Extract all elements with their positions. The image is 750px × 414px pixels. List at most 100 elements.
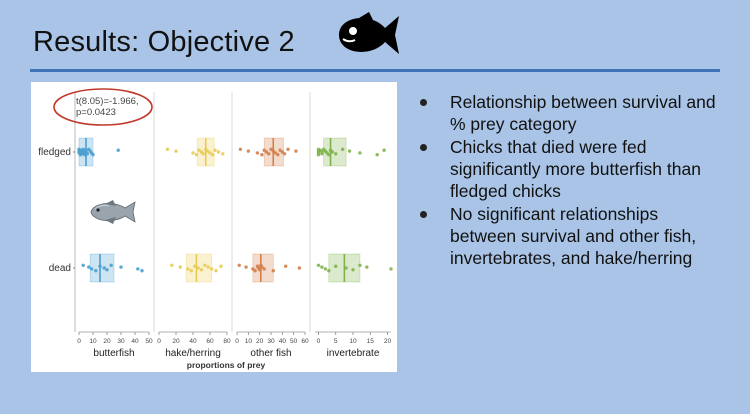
data-point — [389, 267, 393, 271]
box-fledged — [323, 137, 347, 167]
data-point — [213, 148, 217, 152]
category-label: other fish — [250, 348, 291, 359]
data-point — [284, 264, 288, 268]
x-axis-label: proportions of prey — [187, 360, 266, 370]
row-label-fledged: fledged — [38, 147, 71, 158]
stat-annotation-line1: t(8.05)=-1.966, — [76, 96, 139, 107]
data-point — [264, 150, 269, 154]
data-point — [193, 264, 197, 268]
data-point — [320, 265, 324, 269]
data-point — [365, 265, 369, 269]
data-point — [238, 147, 243, 151]
data-point — [323, 267, 328, 271]
category-label: hake/herring — [165, 348, 221, 359]
data-point — [316, 153, 321, 157]
data-point — [197, 148, 201, 152]
x-tick-label: 40 — [279, 338, 287, 345]
data-point — [375, 153, 379, 157]
x-tick-label: 10 — [245, 338, 253, 345]
data-point — [170, 263, 174, 267]
x-tick-label: 20 — [256, 338, 264, 345]
data-point — [316, 263, 321, 267]
data-point — [334, 264, 338, 268]
x-tick-label: 80 — [223, 338, 231, 345]
data-point — [82, 153, 87, 157]
data-point — [327, 153, 331, 157]
panel-other-fish: 0 10 20 30 40 50 60 other fish — [235, 137, 309, 359]
data-point — [320, 152, 324, 156]
data-point — [196, 266, 200, 270]
data-point — [186, 267, 190, 271]
bullet-dot — [420, 99, 427, 106]
x-tick-label: 20 — [384, 338, 392, 345]
data-point — [98, 264, 102, 268]
data-point — [351, 268, 355, 272]
data-point — [257, 268, 262, 272]
data-point — [210, 267, 214, 271]
data-point — [221, 152, 225, 156]
fish-silhouette-icon — [339, 12, 399, 54]
x-tick-label: 10 — [89, 338, 97, 345]
x-tick-label: 30 — [267, 338, 275, 345]
bullet-text: Chicks that died were fed significantly … — [450, 137, 701, 201]
data-point — [194, 153, 199, 157]
bullet-text: Relationship between survival and % prey… — [450, 92, 716, 134]
data-point — [262, 148, 266, 152]
data-point — [253, 269, 257, 273]
data-point — [273, 151, 278, 155]
data-point — [219, 264, 223, 268]
x-tick-label: 50 — [145, 338, 153, 345]
data-point — [201, 152, 205, 156]
x-tick-label: 60 — [301, 338, 309, 345]
data-point — [140, 269, 144, 273]
category-label: butterfish — [93, 348, 134, 359]
data-point — [91, 153, 95, 157]
box-dead — [89, 253, 115, 283]
butterfish-icon — [90, 200, 136, 224]
data-point — [262, 267, 266, 271]
chart-panel: 0 10 20 30 40 50 butterfish 0 20 40 60 80 hake/herri… — [31, 82, 397, 372]
data-point — [358, 151, 362, 155]
slide-title: Results: Objective 2 — [33, 26, 295, 58]
data-point — [109, 263, 113, 267]
data-point — [260, 265, 264, 269]
data-point — [105, 268, 109, 272]
bullet-dot — [420, 144, 427, 151]
category-label: invertebrate — [327, 348, 380, 359]
data-point — [206, 265, 210, 269]
data-point — [208, 151, 212, 155]
data-point — [191, 151, 195, 155]
data-point — [358, 263, 362, 267]
x-tick-label: 5 — [334, 338, 338, 345]
x-tick-label: 0 — [317, 338, 321, 345]
x-tick-label: 20 — [103, 338, 111, 345]
data-point — [102, 266, 106, 270]
bullet-text: No significant relationships between sur… — [450, 204, 697, 268]
data-point — [199, 268, 204, 272]
significance-circle — [53, 88, 153, 126]
data-point — [87, 265, 91, 269]
data-point — [80, 152, 84, 156]
data-point — [327, 269, 331, 273]
data-point — [216, 150, 221, 154]
data-point — [271, 149, 275, 153]
x-tick-label: 20 — [172, 338, 180, 345]
data-point — [119, 265, 123, 269]
data-point — [205, 149, 210, 153]
data-point — [89, 267, 94, 271]
data-point — [280, 150, 285, 154]
data-point — [237, 263, 241, 267]
data-point — [94, 269, 98, 273]
x-tick-label: 40 — [131, 338, 139, 345]
panel-invertebrate: 0 5 10 15 20 invertebrate — [315, 137, 393, 359]
bullet-item: Chicks that died were fed significantly … — [418, 136, 728, 202]
bullet-list: Relationship between survival and % prey… — [418, 91, 728, 270]
title-divider — [30, 69, 720, 72]
x-tick-label: 0 — [157, 338, 161, 345]
data-point — [210, 153, 215, 157]
data-point — [244, 265, 248, 269]
data-point — [276, 153, 280, 157]
x-tick-label: 60 — [206, 338, 214, 345]
data-point — [347, 149, 352, 153]
